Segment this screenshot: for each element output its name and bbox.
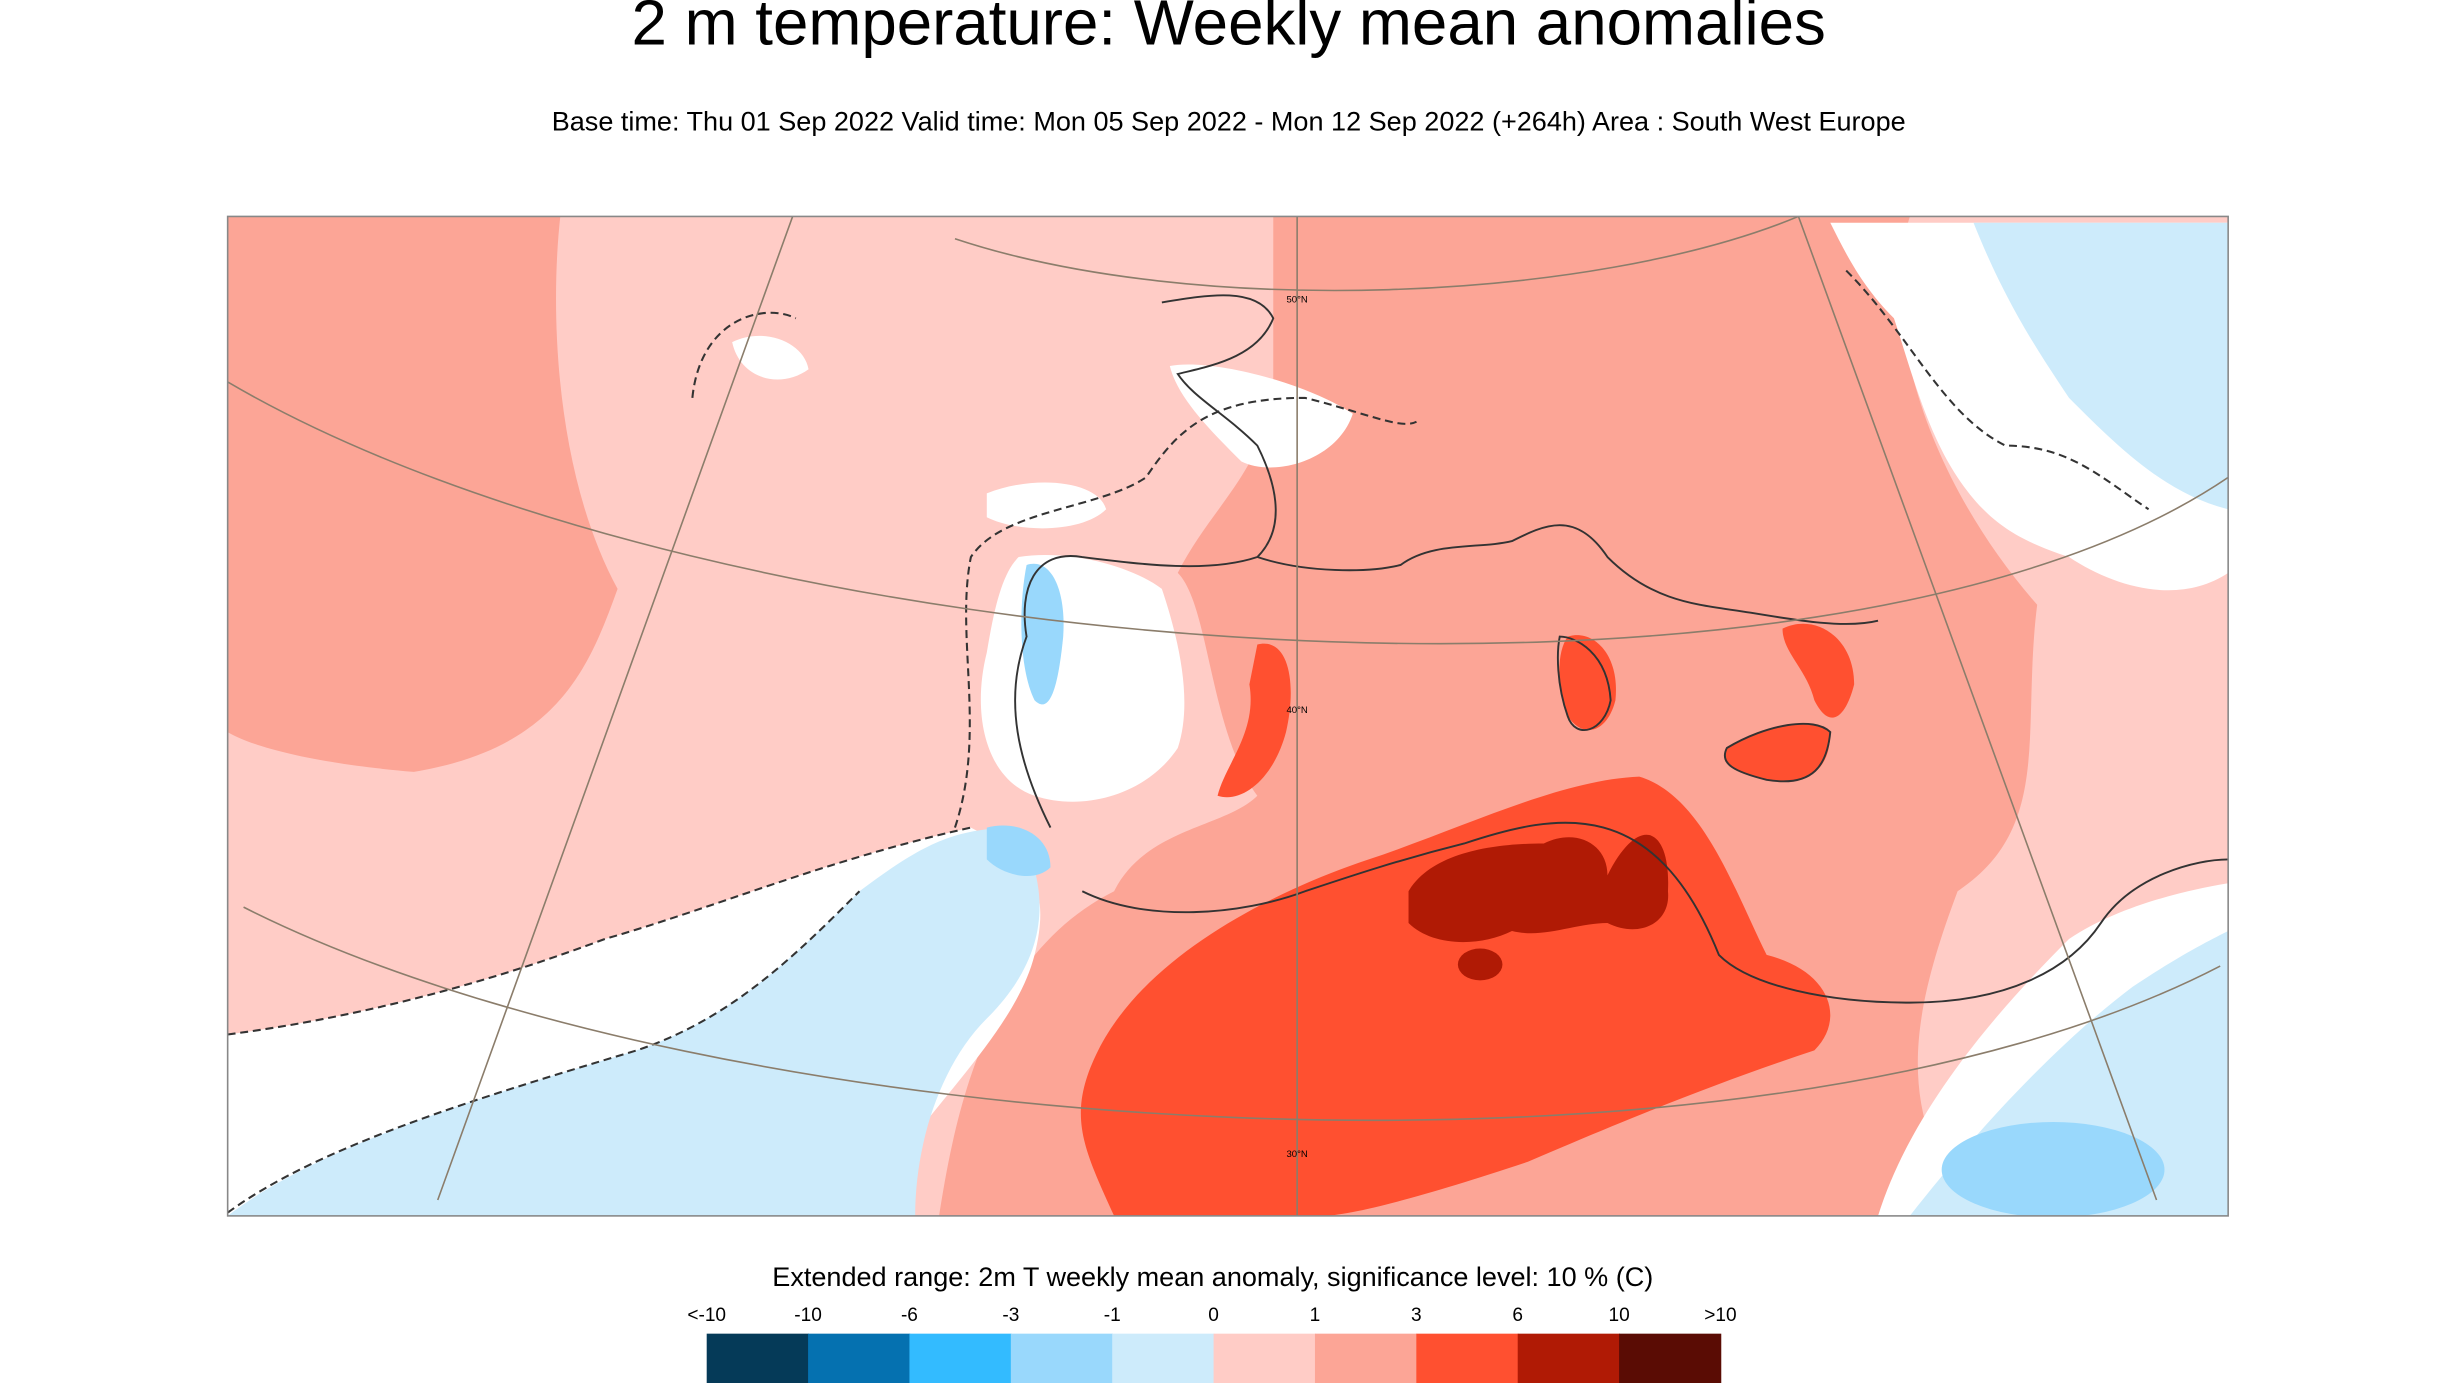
legend-label: -10 (794, 1305, 822, 1326)
legend-label: -3 (1002, 1305, 1019, 1326)
latitude-label: 30°N (1286, 1149, 1307, 1160)
legend-swatch (1112, 1333, 1215, 1383)
latitude-label: 50°N (1286, 294, 1307, 305)
region-cool (227, 827, 1040, 1216)
region-cool (1973, 222, 2229, 510)
legend-label: 0 (1208, 1305, 1219, 1326)
region-very-hot (1457, 948, 1503, 981)
legend-swatch (1517, 1333, 1620, 1383)
region-cold (1941, 1122, 2165, 1216)
region-cold (986, 825, 1051, 877)
region-cold (1021, 563, 1064, 705)
legend-swatch (808, 1333, 911, 1383)
legend-label: 3 (1411, 1305, 1422, 1326)
latitude-label: 40°N (1286, 705, 1307, 716)
legend-label: -1 (1104, 1305, 1121, 1326)
legend-label: >10 (1704, 1305, 1736, 1326)
legend-caption: Extended range: 2m T weekly mean anomaly… (772, 1262, 1653, 1292)
legend-swatch (1619, 1333, 1722, 1383)
legend-swatch (1213, 1333, 1316, 1383)
map-frame (226, 215, 2229, 1217)
legend-swatch (1010, 1333, 1114, 1383)
legend-label: -6 (901, 1305, 918, 1326)
region-neutral (732, 335, 1353, 529)
region-hot (1559, 635, 1616, 731)
legend-swatch (1416, 1333, 1519, 1383)
legend-label: <-10 (687, 1305, 726, 1326)
legend-swatch (706, 1333, 809, 1383)
legend-swatch (909, 1333, 1012, 1383)
title: 2 m temperature: Weekly mean anomalies (632, 0, 1826, 59)
region-neutral (980, 554, 1185, 802)
region-warm (227, 216, 618, 772)
legend-label: 10 (1608, 1305, 1629, 1326)
legend: <-10 -10 -6 -3 -1 0 1 3 6 10 >10 (687, 1305, 1737, 1383)
region-hot (1217, 643, 1291, 798)
region-hot (1724, 623, 1855, 782)
subtitle: Base time: Thu 01 Sep 2022 Valid time: M… (552, 107, 1906, 137)
legend-swatch (1314, 1333, 1418, 1383)
region-very-hot (1408, 834, 1669, 943)
map: 50°N 40°N 30°N (227, 216, 2229, 1216)
legend-label: 6 (1512, 1305, 1523, 1326)
legend-label: 1 (1310, 1305, 1321, 1326)
